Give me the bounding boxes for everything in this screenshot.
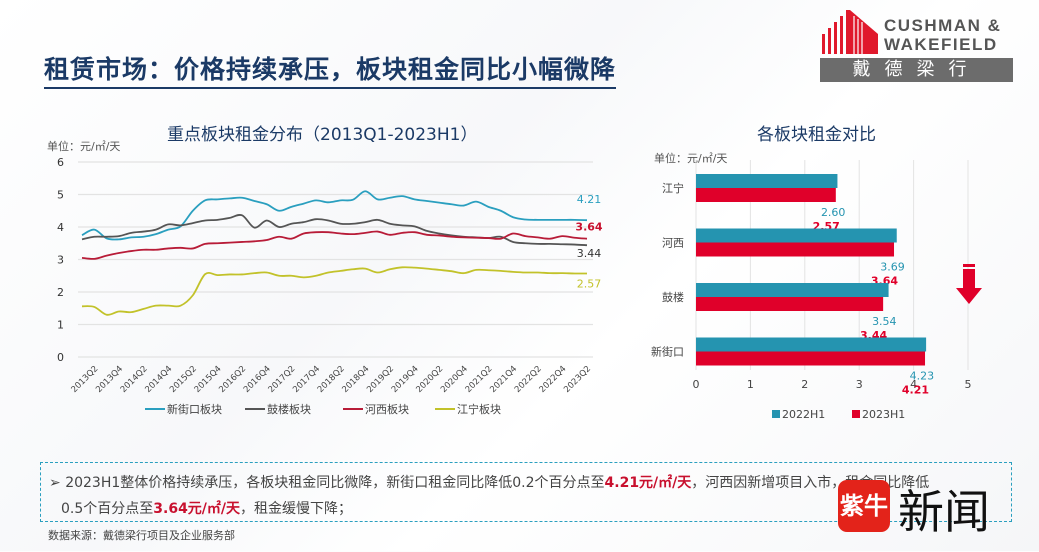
x-tick-label: 2 — [801, 378, 808, 391]
bar-value-label: 3.69 — [880, 261, 905, 274]
building-logo-icon — [822, 10, 878, 54]
bar-chart-unit: 单位：元/㎡/天 — [654, 152, 728, 165]
y-tick-label: 3 — [57, 254, 64, 267]
bar — [696, 337, 927, 352]
series-line — [81, 230, 588, 260]
down-arrow-icon — [956, 269, 982, 304]
highlight-hexi: 3.64元/㎡/天 — [153, 501, 241, 517]
line-chart-unit: 单位：元/㎡/天 — [47, 140, 121, 153]
x-tick-label: 0 — [693, 378, 700, 391]
legend-label: 鼓楼板块 — [267, 402, 311, 416]
y-tick-label: 2 — [57, 286, 64, 299]
bar-chart-title: 各板块租金对比 — [757, 125, 876, 145]
y-tick-label: 5 — [57, 189, 64, 202]
category-label: 新街口 — [651, 345, 684, 359]
logo-wordmark: CUSHMAN & WAKEFIELD — [884, 16, 1001, 54]
y-tick-label: 4 — [57, 221, 64, 234]
x-tick-label: 3 — [856, 378, 863, 391]
end-value-label: 2.57 — [577, 277, 602, 290]
series-line — [81, 266, 588, 316]
legend-label: 新街口板块 — [167, 402, 222, 416]
summary-line-1: ➢ 2023H1整体价格持续承压，各板块租金同比微降，新街口租金同比降低0.2个… — [49, 472, 929, 492]
legend-label: 2023H1 — [862, 408, 905, 421]
x-tick-label: 1 — [747, 378, 754, 391]
end-value-label: 3.64 — [575, 221, 602, 234]
logo-line-2: WAKEFIELD — [884, 35, 998, 54]
watermark-text: 新闻 — [898, 485, 990, 539]
bar — [696, 351, 926, 366]
down-arrow-icon — [963, 264, 975, 267]
bar-value-label: 4.21 — [902, 384, 929, 397]
legend-label: 河西板块 — [365, 402, 409, 416]
watermark-badge-icon: 紫牛 — [838, 480, 890, 532]
bar — [696, 188, 836, 202]
bar — [696, 174, 838, 188]
legend-swatch — [852, 410, 860, 418]
x-tick-label: 2023Q2 — [562, 364, 593, 395]
bar — [696, 228, 897, 243]
bar — [696, 283, 889, 297]
end-value-label: 4.21 — [577, 193, 602, 206]
legend-label: 2022H1 — [782, 408, 825, 421]
logo-chinese-name: 戴德梁行 — [820, 58, 1013, 82]
category-label: 江宁 — [662, 181, 684, 195]
x-tick-label: 4 — [910, 378, 917, 391]
y-tick-label: 0 — [57, 351, 64, 364]
summary-line-2: 0.5个百分点至3.64元/㎡/天，租金缓慢下降； — [61, 498, 352, 518]
watermark: 紫牛 新闻 — [838, 472, 1039, 552]
bar-value-label: 4.23 — [910, 370, 935, 383]
bar — [696, 242, 895, 257]
logo-line-1: CUSHMAN & — [884, 16, 1002, 35]
x-tick-label: 5 — [965, 378, 972, 391]
company-logo: CUSHMAN & WAKEFIELD 戴德梁行 — [820, 8, 1015, 82]
category-label: 河西 — [662, 237, 684, 250]
y-tick-label: 1 — [57, 319, 64, 332]
summary-text: 0.5个百分点至 — [61, 501, 154, 517]
bar-value-label: 2.60 — [821, 206, 846, 219]
summary-text: 2023H1整体价格持续承压，各板块租金同比微降，新街口租金同比降低0.2个百分… — [65, 475, 605, 491]
highlight-xinjiekou: 4.21元/㎡/天 — [604, 475, 692, 491]
summary-text: ，租金缓慢下降； — [240, 501, 353, 517]
y-tick-label: 6 — [57, 156, 64, 169]
series-line — [81, 190, 588, 241]
legend-swatch — [772, 410, 780, 418]
bullet-icon: ➢ — [49, 475, 61, 491]
page-title: 租赁市场：价格持续承压，板块租金同比小幅微降 — [44, 50, 617, 89]
data-source: 数据来源：戴德梁行项目及企业服务部 — [48, 529, 235, 542]
bar-chart: 0 1 2 3 4 5江宁2.602.57河西3.693.64鼓楼3.543.44新街口4… — [651, 160, 982, 421]
end-value-label: 3.44 — [577, 247, 602, 260]
series-line — [81, 214, 588, 247]
line-chart: 01234562013Q22013Q42014Q22014Q42015Q2201… — [57, 156, 603, 416]
bar — [696, 297, 884, 311]
bar-value-label: 3.54 — [872, 315, 897, 328]
category-label: 鼓楼 — [662, 290, 684, 304]
legend-label: 江宁板块 — [457, 402, 501, 416]
line-chart-title: 重点板块租金分布（2013Q1-2023H1） — [167, 125, 478, 145]
